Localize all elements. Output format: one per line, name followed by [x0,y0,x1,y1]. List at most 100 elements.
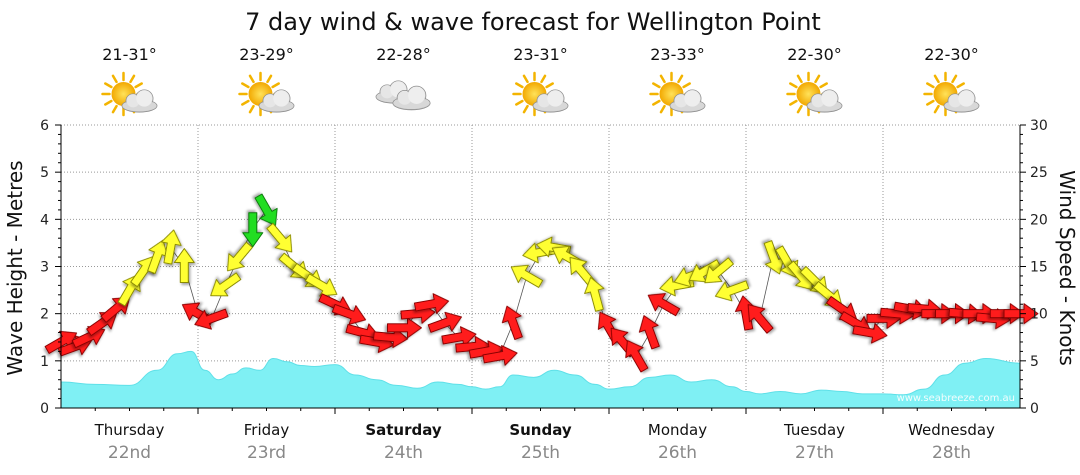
sun-ray [956,82,965,89]
right-tick-label: 15 [1030,260,1048,276]
left-tick-label: 5 [40,165,49,181]
partly-cloudy-icon [786,71,843,117]
chart-title: 7 day wind & wave forecast for Wellingto… [245,8,821,36]
cloudy-icon [375,80,431,111]
partly-cloudy-icon [101,71,158,117]
wind-arrow [413,293,450,314]
right-ticks: 0 5 10 15 20 25 30 [1020,118,1048,417]
wind-arrow [173,248,195,283]
wind-arrow [194,308,229,330]
sun-ray [248,104,255,114]
partly-cloudy-icon [923,71,980,117]
sun-ray [104,99,113,106]
left-tick-label: 2 [40,307,49,323]
right-tick-label: 20 [1030,212,1048,228]
day-label: Thursday [94,421,165,439]
day-label: Saturday [365,421,442,439]
date-label: 28th [932,443,971,463]
forecast-header: 21-31° 23-29° 22-28° 23-31° 23-33° 22-30° 22-3… [101,45,980,117]
sun-ray [540,74,547,84]
wind-arrow [625,340,649,373]
temperature-range: 22-28° [376,45,431,64]
sun-ray [926,99,935,106]
wind-arrow [210,272,242,297]
wind-arrow [852,322,888,344]
left-tick-label: 3 [40,260,49,276]
sun-ray [652,99,661,106]
sun-ray [104,82,113,89]
wind-arrow [427,311,463,333]
sun-ray [111,74,118,84]
cloud-fill [821,90,838,107]
date-label: 23rd [247,443,286,463]
sun-ray [933,74,940,84]
y-axis-left-label: Wave Height - Metres [3,160,27,375]
sun-ray [515,82,524,89]
day-label: Wednesday [908,421,995,439]
sun-ray [652,82,661,89]
wind-arrow [704,257,734,284]
sun-ray [659,74,666,84]
date-label: 24th [384,443,423,463]
sun-ray [789,99,798,106]
cloud-shape [121,89,158,113]
temperature-range: 23-29° [239,45,294,64]
cloud-fill [684,90,701,107]
left-tick-label: 1 [40,354,49,370]
sun-ray [814,74,821,84]
day-label: Friday [244,421,290,439]
right-tick-label: 0 [1030,401,1039,417]
cloud-fill [380,85,394,99]
sun-ray [271,82,280,89]
sun-ray [522,104,529,114]
y-axis-right-label: Wind Speed - Knots [1055,170,1079,366]
sun-ray [515,99,524,106]
temperature-range: 22-30° [924,45,979,64]
temperature-range: 21-31° [102,45,157,64]
temperature-range: 23-31° [513,45,568,64]
day-label: Sunday [509,421,572,439]
wave-height-area [60,350,1021,409]
left-tick-label: 6 [40,118,49,134]
wind-arrow [747,304,774,334]
sun-ray [819,82,828,89]
right-tick-label: 30 [1030,118,1048,134]
wind-arrow [227,241,253,272]
wave-area-path [60,350,1021,409]
sun-ray [796,104,803,114]
sun-ray [933,104,940,114]
wind-arrow [510,264,544,288]
sun-ray [522,74,529,84]
right-tick-label: 5 [1030,354,1039,370]
sun-ray [129,74,136,84]
cloud-fill [126,94,140,108]
wind-arrows [44,193,1039,373]
cloud-fill [674,94,688,108]
wind-arrow [482,345,518,366]
watermark: www.seabreeze.com.au [897,393,1015,404]
wind-arrow [331,303,367,325]
cloud-fill [811,94,825,108]
partly-cloudy-icon [649,71,706,117]
date-label: 22nd [108,443,151,463]
sun-ray [682,82,691,89]
right-tick-label: 25 [1030,165,1048,181]
cloud-shape [806,89,843,113]
temperature-range: 23-33° [650,45,705,64]
wind-arrow [584,276,605,312]
sun-ray [134,82,143,89]
cloud-shape [943,89,980,113]
grid-lines [61,124,1020,408]
cloud-fill [136,90,153,107]
right-tick-label: 10 [1030,307,1048,323]
date-label: 27th [795,443,834,463]
left-ticks: 0 1 2 3 4 5 6 [40,118,987,417]
x-axis-labels: Thursday 22nd Friday 23rd Saturday 24th Sunday… [94,421,995,463]
cloud-fill [547,90,564,107]
cloud-fill [948,94,962,108]
sun-ray [796,74,803,84]
wind-arrow [638,315,660,350]
cloud-fill [273,90,290,107]
partly-cloudy-icon [512,71,569,117]
